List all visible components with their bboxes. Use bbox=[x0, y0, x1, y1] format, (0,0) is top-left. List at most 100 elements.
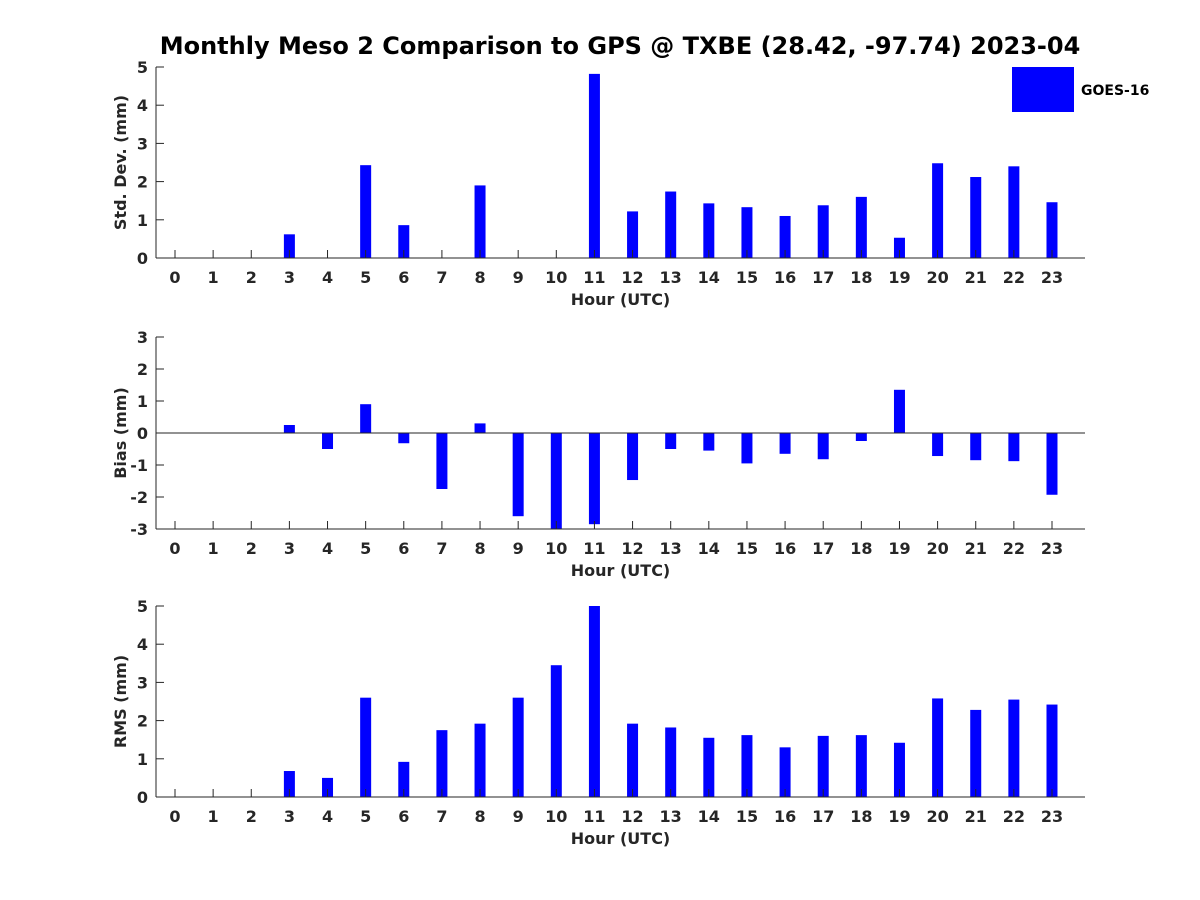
x-tick-label: 19 bbox=[888, 539, 910, 558]
figure-title: Monthly Meso 2 Comparison to GPS @ TXBE … bbox=[160, 32, 1081, 60]
x-tick-label: 5 bbox=[360, 268, 371, 287]
bar-hour-20 bbox=[932, 163, 944, 258]
bar-hour-23 bbox=[1046, 433, 1058, 495]
bar-hour-21 bbox=[970, 177, 982, 258]
bar-hour-6 bbox=[398, 225, 410, 258]
x-tick-label: 2 bbox=[246, 268, 257, 287]
bar-hour-14 bbox=[703, 737, 715, 797]
bar-hour-18 bbox=[855, 735, 867, 797]
y-tick-label: 4 bbox=[137, 635, 148, 654]
y-tick-label: 5 bbox=[137, 58, 148, 77]
bar-hour-19 bbox=[893, 742, 905, 797]
x-axis-label: Hour (UTC) bbox=[571, 829, 671, 848]
x-tick-label: 21 bbox=[965, 807, 987, 826]
bar-hour-16 bbox=[779, 215, 791, 258]
legend-label: GOES-16 bbox=[1081, 83, 1149, 99]
x-tick-label: 14 bbox=[698, 807, 720, 826]
x-tick-label: 7 bbox=[436, 268, 447, 287]
x-tick-label: 6 bbox=[398, 539, 409, 558]
y-tick-label: -2 bbox=[130, 488, 148, 507]
x-tick-label: 10 bbox=[545, 268, 567, 287]
x-tick-label: 1 bbox=[208, 268, 219, 287]
bar-hour-16 bbox=[779, 433, 791, 454]
y-tick-label: 3 bbox=[137, 673, 148, 692]
bar-hour-7 bbox=[436, 433, 448, 489]
x-tick-label: 11 bbox=[583, 539, 605, 558]
x-tick-label: 12 bbox=[621, 539, 643, 558]
bar-hour-22 bbox=[1008, 699, 1020, 797]
x-tick-label: 6 bbox=[398, 807, 409, 826]
bar-hour-16 bbox=[779, 747, 791, 797]
x-tick-label: 12 bbox=[621, 807, 643, 826]
bar-hour-10 bbox=[550, 433, 562, 529]
x-tick-label: 15 bbox=[736, 807, 758, 826]
x-tick-label: 18 bbox=[850, 807, 872, 826]
bar-hour-6 bbox=[398, 761, 410, 797]
bar-hour-17 bbox=[817, 205, 829, 258]
x-tick-label: 10 bbox=[545, 539, 567, 558]
x-tick-label: 23 bbox=[1041, 807, 1063, 826]
x-tick-label: 19 bbox=[888, 807, 910, 826]
bar-hour-14 bbox=[703, 203, 715, 258]
x-tick-label: 18 bbox=[850, 268, 872, 287]
legend: GOES-16 bbox=[1012, 67, 1149, 112]
x-tick-label: 7 bbox=[436, 539, 447, 558]
bar-hour-8 bbox=[474, 185, 486, 258]
bar-hour-6 bbox=[398, 433, 410, 444]
x-tick-label: 21 bbox=[965, 268, 987, 287]
x-tick-label: 5 bbox=[360, 807, 371, 826]
y-tick-label: 2 bbox=[137, 173, 148, 192]
x-tick-label: 16 bbox=[774, 807, 796, 826]
y-tick-label: 0 bbox=[137, 424, 148, 443]
x-tick-label: 14 bbox=[698, 539, 720, 558]
x-tick-label: 0 bbox=[169, 807, 180, 826]
x-tick-label: 10 bbox=[545, 807, 567, 826]
y-tick-label: 5 bbox=[137, 597, 148, 616]
bar-hour-13 bbox=[665, 433, 677, 449]
x-tick-label: 20 bbox=[926, 539, 948, 558]
x-tick-label: 5 bbox=[360, 539, 371, 558]
bar-hour-21 bbox=[970, 433, 982, 461]
bar-hour-17 bbox=[817, 433, 829, 460]
bar-hour-12 bbox=[627, 211, 639, 258]
x-tick-label: 17 bbox=[812, 807, 834, 826]
bar-hour-3 bbox=[283, 234, 295, 258]
bar-hour-10 bbox=[550, 665, 562, 797]
x-tick-label: 23 bbox=[1041, 268, 1063, 287]
bar-hour-11 bbox=[588, 433, 600, 525]
x-tick-label: 13 bbox=[660, 268, 682, 287]
bar-hour-23 bbox=[1046, 202, 1058, 258]
x-tick-label: 2 bbox=[246, 807, 257, 826]
x-tick-label: 9 bbox=[513, 539, 524, 558]
bar-hour-15 bbox=[741, 207, 753, 258]
bar-hour-14 bbox=[703, 433, 715, 451]
x-tick-label: 11 bbox=[583, 807, 605, 826]
x-tick-label: 9 bbox=[513, 807, 524, 826]
x-tick-label: 14 bbox=[698, 268, 720, 287]
bar-hour-19 bbox=[893, 389, 905, 433]
x-tick-label: 7 bbox=[436, 807, 447, 826]
legend-swatch bbox=[1012, 67, 1074, 112]
bar-hour-12 bbox=[627, 433, 639, 481]
x-tick-label: 4 bbox=[322, 539, 333, 558]
bar-hour-5 bbox=[360, 165, 372, 258]
x-tick-label: 4 bbox=[322, 268, 333, 287]
bar-hour-11 bbox=[588, 606, 600, 797]
x-tick-label: 8 bbox=[474, 268, 485, 287]
bar-hour-8 bbox=[474, 423, 486, 433]
y-tick-label: 1 bbox=[137, 392, 148, 411]
x-tick-label: 3 bbox=[284, 268, 295, 287]
bar-hour-3 bbox=[283, 771, 295, 797]
y-tick-label: 1 bbox=[137, 211, 148, 230]
bar-hour-7 bbox=[436, 730, 448, 797]
x-tick-label: 17 bbox=[812, 268, 834, 287]
y-tick-label: 0 bbox=[137, 249, 148, 268]
x-tick-label: 1 bbox=[208, 539, 219, 558]
x-tick-label: 6 bbox=[398, 268, 409, 287]
x-tick-label: 22 bbox=[1003, 807, 1025, 826]
bar-hour-4 bbox=[322, 777, 334, 797]
x-tick-label: 19 bbox=[888, 268, 910, 287]
y-axis-label: Bias (mm) bbox=[111, 387, 130, 479]
